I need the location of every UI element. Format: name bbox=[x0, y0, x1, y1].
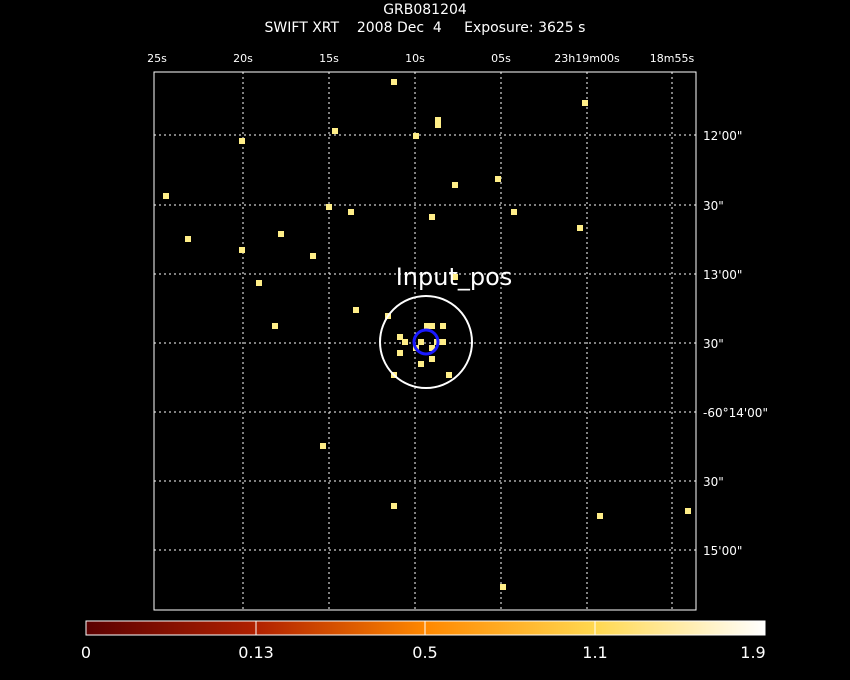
photon-event bbox=[163, 193, 169, 199]
photon-event bbox=[256, 280, 262, 286]
photon-event bbox=[397, 334, 403, 340]
ra-tick-label: 10s bbox=[405, 52, 425, 65]
photon-event bbox=[440, 323, 446, 329]
photon-event bbox=[446, 372, 452, 378]
photon-event bbox=[278, 231, 284, 237]
photon-event bbox=[391, 79, 397, 85]
colorbar-label: 1.9 bbox=[740, 643, 766, 662]
dec-tick-label: 13'00" bbox=[703, 268, 742, 282]
photon-event bbox=[332, 128, 338, 134]
photon-event bbox=[452, 182, 458, 188]
photon-event bbox=[597, 513, 603, 519]
image-title: GRB081204 bbox=[383, 2, 467, 18]
image-subtitle: SWIFT XRT 2008 Dec 4 Exposure: 3625 s bbox=[264, 20, 586, 36]
photon-event bbox=[391, 503, 397, 509]
dec-tick-label: 30" bbox=[703, 199, 724, 213]
colorbar-label: 0.5 bbox=[412, 643, 438, 662]
photon-event bbox=[348, 209, 354, 215]
photon-event bbox=[582, 100, 588, 106]
photon-event bbox=[429, 345, 435, 351]
photon-event bbox=[413, 133, 419, 139]
photon-event bbox=[511, 209, 517, 215]
dec-tick-label: -60°14'00" bbox=[703, 406, 768, 420]
photon-event bbox=[239, 138, 245, 144]
plot-frame bbox=[153, 71, 697, 611]
colorbar-label: 0.13 bbox=[238, 643, 274, 662]
photon-event bbox=[495, 176, 501, 182]
photon-event bbox=[402, 339, 408, 345]
photon-event bbox=[185, 236, 191, 242]
dec-tick-label: 30" bbox=[703, 337, 724, 351]
ra-tick-labels: 25s 20s 15s 10s 05s 23h19m00s 18m55s bbox=[147, 52, 694, 65]
photon-event bbox=[424, 323, 430, 329]
ra-grid bbox=[242, 72, 673, 610]
photon-event bbox=[435, 117, 441, 123]
colorbar-label: 0 bbox=[80, 643, 92, 662]
ra-tick-label: 20s bbox=[233, 52, 253, 65]
photon-event bbox=[440, 339, 446, 345]
region-label: Input_pos bbox=[396, 263, 513, 291]
photon-event bbox=[429, 356, 435, 362]
photon-event bbox=[577, 225, 583, 231]
colorbar-label: 1.1 bbox=[582, 643, 608, 662]
dec-tick-labels: 12'00" 30" 13'00" 30" -60°14'00" 30" 15'… bbox=[703, 129, 768, 558]
photon-event bbox=[685, 508, 691, 514]
photon-event bbox=[353, 307, 359, 313]
photon-event bbox=[326, 204, 332, 210]
ra-tick-label: 25s bbox=[147, 52, 167, 65]
photon-event bbox=[310, 253, 316, 259]
photon-event bbox=[418, 361, 424, 367]
photon-event bbox=[320, 443, 326, 449]
dec-grid bbox=[154, 134, 696, 551]
centroid-circle[interactable] bbox=[412, 328, 440, 356]
dec-tick-label: 12'00" bbox=[703, 129, 742, 143]
ra-tick-label: 23h19m00s bbox=[554, 52, 620, 65]
photon-event bbox=[397, 350, 403, 356]
photon-event bbox=[429, 323, 435, 329]
dec-tick-label: 30" bbox=[703, 475, 724, 489]
ra-tick-label: 18m55s bbox=[650, 52, 695, 65]
photon-event bbox=[239, 247, 245, 253]
photon-event bbox=[272, 323, 278, 329]
ra-tick-label: 15s bbox=[319, 52, 339, 65]
photon-event bbox=[429, 214, 435, 220]
photon-event bbox=[500, 584, 506, 590]
photon-event bbox=[452, 274, 458, 280]
photon-events bbox=[163, 79, 691, 590]
photon-event bbox=[435, 122, 441, 128]
dec-tick-label: 15'00" bbox=[703, 544, 742, 558]
photon-event bbox=[418, 339, 424, 345]
input-position-circle[interactable] bbox=[379, 295, 473, 389]
ra-tick-label: 05s bbox=[491, 52, 511, 65]
